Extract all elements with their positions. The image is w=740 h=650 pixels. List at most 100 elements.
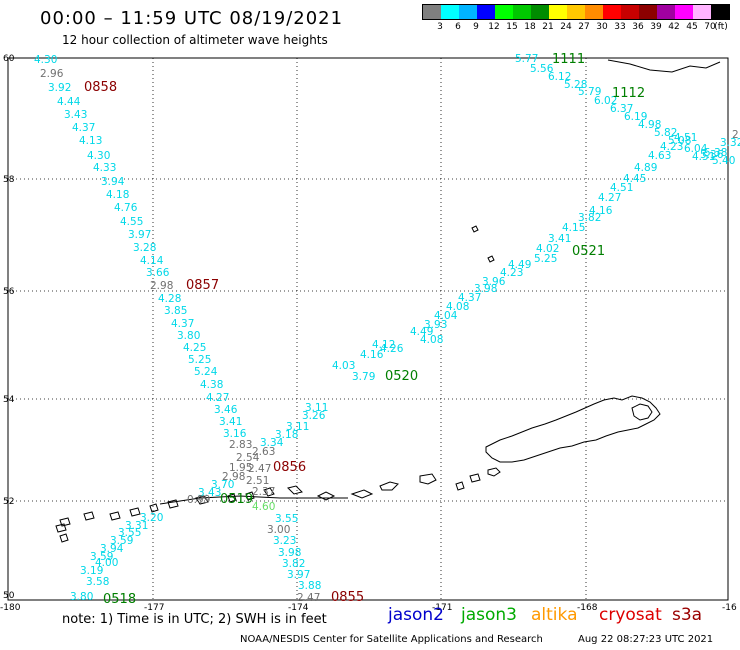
- wave-height-reading: 3.43: [64, 109, 87, 121]
- pass-time-labels: 0858 0857 0856 0855 0518 0519 0520 0521 1111 1112: [84, 52, 645, 607]
- legend-label: 33: [614, 22, 626, 32]
- page-title: 00:00 – 11:59 UTC 08/19/2021: [40, 8, 344, 29]
- wave-height-reading: 4.33: [93, 162, 116, 174]
- wave-height-reading: 3.93: [424, 319, 447, 331]
- lat-label: 60: [3, 54, 15, 64]
- wave-height-reading: 4.63: [648, 150, 671, 162]
- satellite-name: s3a: [672, 605, 703, 625]
- wave-height-reading: 2.98: [150, 280, 173, 292]
- wave-height-reading: 2.47: [297, 592, 320, 604]
- lon-label: -168: [577, 603, 598, 613]
- wave-height-reading: 5.24: [194, 366, 218, 378]
- wave-height-reading: 3.11: [305, 402, 328, 414]
- legend-labels: 3 6 9 12 15 18 21 24 27 30 33 36 39 42 45 70 (ft): [422, 22, 740, 34]
- pass-time-label: 0520: [385, 369, 418, 384]
- wave-height-reading: 4.00: [95, 557, 118, 569]
- lon-label: -180: [0, 603, 21, 613]
- legend-color-bar: [422, 4, 730, 20]
- footer-note: note: 1) Time is in UTC; 2) SWH is in fe…: [62, 612, 327, 627]
- legend-label: 70: [704, 22, 716, 32]
- wave-height-reading: 3.66: [146, 267, 170, 279]
- wave-height-reading: 3.82: [282, 558, 305, 570]
- wave-height-reading: 3.32: [720, 137, 740, 149]
- wave-height-reading: 4.44: [57, 96, 81, 108]
- lat-label: 56: [3, 287, 15, 297]
- legend-label: 42: [668, 22, 680, 32]
- pass-time-label: 1111: [552, 52, 585, 67]
- wave-height-reading: 4.37: [458, 292, 481, 304]
- pass-time-label: 0519: [220, 492, 253, 507]
- legend-swatch: [639, 5, 657, 19]
- legend-swatch: [531, 5, 549, 19]
- wave-height-reading: 4.13: [79, 135, 102, 147]
- latitude-labels: 60 58 56 54 52 50: [3, 54, 15, 601]
- wave-height-reading: 3.18: [275, 429, 298, 441]
- wave-height-reading: 3.31: [125, 520, 148, 532]
- wave-height-reading: 4.18: [106, 189, 129, 201]
- wave-height-reading: 3.98: [278, 547, 301, 559]
- wave-height-reading: 6.04: [684, 143, 708, 155]
- legend-swatch: [459, 5, 477, 19]
- alaska-peninsula-coast: [485, 395, 661, 463]
- legend-swatch: [441, 5, 459, 19]
- legend-swatch: [711, 5, 729, 19]
- legend-swatch: [621, 5, 639, 19]
- pribilof-islands-coast: [471, 225, 495, 263]
- wave-height-reading: 6.02: [594, 95, 617, 107]
- wave-height-reading: 4.27: [598, 192, 621, 204]
- wave-height-reading: 5.79: [578, 86, 601, 98]
- pass-time-label: 0855: [331, 590, 364, 605]
- pass-time-label: 0521: [572, 244, 605, 259]
- legend-swatch: [585, 5, 603, 19]
- wave-height-reading: 3.80: [70, 591, 93, 603]
- lon-label: -16: [722, 603, 737, 613]
- wave-height-reading: 4.51: [674, 132, 697, 144]
- wave-height-reading: 3.94: [101, 176, 125, 188]
- wave-height-reading: 5.82: [654, 127, 677, 139]
- lat-label: 52: [3, 497, 14, 507]
- page-subtitle: 12 hour collection of altimeter wave hei…: [62, 33, 328, 47]
- legend-label: 24: [560, 22, 572, 32]
- kodiak-island-coast: [631, 403, 653, 421]
- wave-height-reading: 3.79: [352, 371, 375, 383]
- wave-height-reading: 4.08: [446, 301, 469, 313]
- legend-unit: (ft): [714, 22, 728, 32]
- wave-height-reading: 4.51: [692, 151, 715, 163]
- wave-height-reading: 6.19: [624, 111, 647, 123]
- lon-label: -171: [432, 603, 452, 613]
- pass-time-label: 0857: [186, 278, 219, 293]
- wave-height-reading: 3.97: [287, 569, 310, 581]
- wave-height-reading: 5.56: [530, 63, 554, 75]
- wave-height-reading: 5.40: [712, 155, 735, 167]
- wave-height-reading: 3.43: [198, 487, 221, 499]
- wave-height-reading: 4.30: [34, 54, 57, 66]
- western-islands-coast: [55, 523, 69, 543]
- wave-height-reading: 3.19: [80, 565, 103, 577]
- wave-height-reading: 3.70: [211, 479, 234, 491]
- wave-height-reading: 3.55: [118, 527, 141, 539]
- satellite-name: jason3: [461, 605, 517, 625]
- legend-swatch: [603, 5, 621, 19]
- lat-label: 58: [3, 175, 15, 185]
- pass-time-label: 0856: [273, 460, 306, 475]
- wave-height-reading: 4.16: [360, 349, 384, 361]
- wave-height-reading: 3.16: [223, 428, 247, 440]
- wave-height-reading: 4.49: [410, 326, 433, 338]
- wave-height-reading: 4.08: [420, 334, 443, 346]
- legend-label: 21: [542, 22, 554, 32]
- wave-height-reading: 3.55: [275, 513, 298, 525]
- wave-height-reading: 2.51: [246, 475, 269, 487]
- wave-height-reading: 2.63: [252, 446, 275, 458]
- wave-height-reading: 3.34: [260, 437, 284, 449]
- lon-label: -174: [288, 603, 309, 613]
- wave-height-reading: 4.03: [332, 360, 355, 372]
- legend-label: 36: [632, 22, 644, 32]
- aleutian-islands-coast: [59, 481, 399, 527]
- wave-height-reading: 3.28: [133, 242, 156, 254]
- legend-swatch: [423, 5, 441, 19]
- wave-height-reading: 3.46: [214, 404, 238, 416]
- wave-height-reading: 4.98: [638, 119, 661, 131]
- color-legend: 3 6 9 12 15 18 21 24 27 30 33 36 39 42 45 70 (ft): [422, 4, 730, 32]
- wave-height-reading: 4.14: [140, 255, 164, 267]
